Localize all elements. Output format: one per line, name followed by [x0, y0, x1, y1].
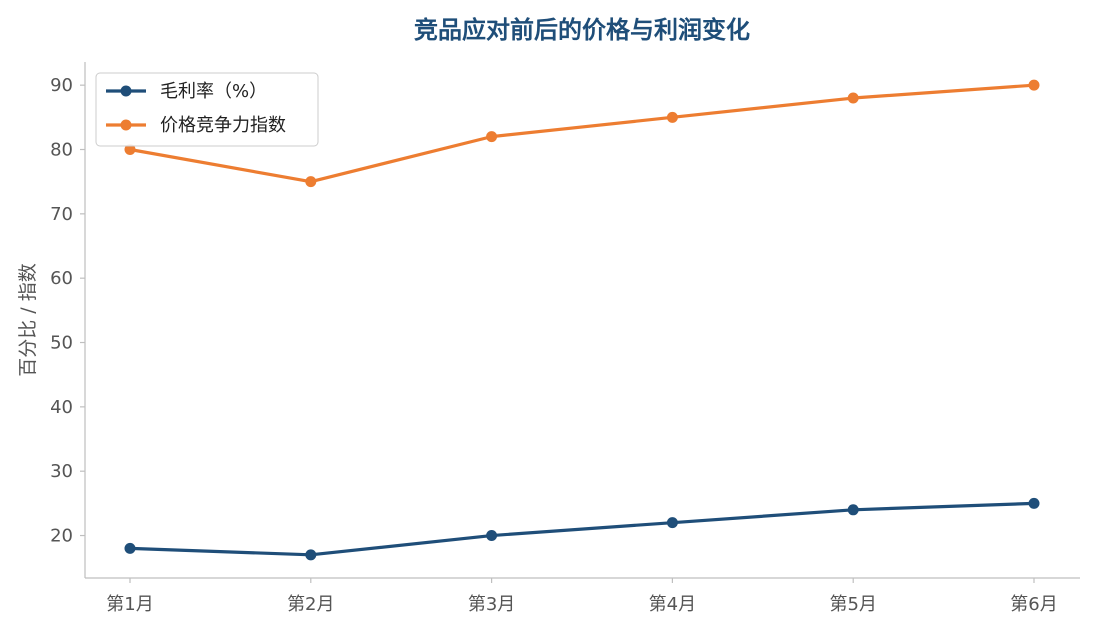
legend-entry-1: 毛利率（%）: [106, 81, 267, 102]
data-point: [124, 542, 136, 554]
series-line: [128, 83, 1036, 184]
data-point: [486, 530, 498, 542]
y-axis-label: 百分比 / 指数: [17, 263, 39, 376]
series-2: [124, 79, 1040, 188]
x-tick-label: 第4月: [649, 594, 696, 615]
legend-entry-2: 价格竞争力指数: [106, 115, 286, 136]
y-ticks: 20 30 40 50 60 70 80 90: [50, 75, 85, 547]
x-tick-label: 第6月: [1010, 594, 1057, 615]
legend-items: 毛利率（%） 价格竞争力指数: [106, 81, 286, 136]
data-point: [666, 517, 678, 529]
legend-label: 毛利率（%）: [160, 81, 267, 102]
data-point: [305, 176, 317, 188]
x-tick-label: 第3月: [468, 594, 515, 615]
legend-label: 价格竞争力指数: [160, 115, 286, 136]
data-point: [666, 111, 678, 123]
y-tick-label: 90: [50, 75, 73, 96]
y-tick-label: 40: [50, 397, 73, 418]
y-tick-label: 20: [50, 526, 73, 547]
y-tick-label: 30: [50, 461, 73, 482]
legend-box: [95, 72, 319, 147]
legend-marker: [120, 119, 132, 131]
series-layer: [124, 79, 1040, 561]
axes: [84, 62, 1080, 579]
series-1: [124, 497, 1040, 561]
y-tick-label: 80: [50, 140, 73, 161]
y-tick-label: 50: [50, 333, 73, 354]
legend-marker: [120, 85, 132, 97]
chart-title: 竞品应对前后的价格与利润变化: [414, 16, 750, 44]
series-line: [128, 501, 1036, 557]
x-ticks: 第1月 第2月 第3月 第4月 第5月 第6月: [106, 578, 1058, 615]
x-tick-label: 第5月: [829, 594, 876, 615]
data-point: [486, 131, 498, 143]
y-tick-label: 70: [50, 204, 73, 225]
x-tick-label: 第1月: [106, 594, 153, 615]
x-tick-label: 第2月: [287, 594, 334, 615]
data-point: [1028, 79, 1040, 91]
y-tick-label: 60: [50, 268, 73, 289]
data-point: [124, 144, 136, 156]
data-point: [847, 504, 859, 516]
legend: 毛利率（%） 价格竞争力指数: [95, 72, 319, 147]
data-point: [847, 92, 859, 104]
data-point: [305, 549, 317, 561]
data-point: [1028, 497, 1040, 509]
